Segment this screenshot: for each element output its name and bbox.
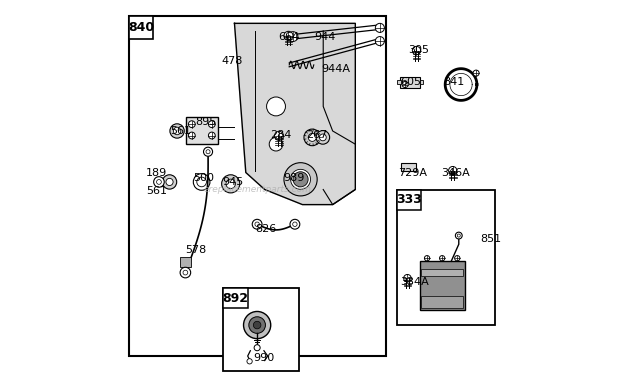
- Circle shape: [162, 175, 177, 189]
- Circle shape: [402, 81, 408, 88]
- Text: 826: 826: [255, 224, 277, 234]
- Circle shape: [188, 121, 195, 128]
- Text: 578: 578: [185, 245, 206, 255]
- Text: 500: 500: [193, 173, 214, 183]
- Bar: [422, 269, 463, 276]
- Circle shape: [290, 219, 300, 229]
- Circle shape: [457, 234, 460, 237]
- Bar: [400, 77, 420, 88]
- Circle shape: [206, 150, 210, 154]
- Text: 840: 840: [128, 21, 154, 34]
- Circle shape: [174, 127, 181, 135]
- Circle shape: [449, 166, 457, 175]
- Circle shape: [226, 179, 236, 188]
- Text: 892: 892: [223, 291, 249, 305]
- Bar: [420, 261, 465, 310]
- Circle shape: [203, 147, 213, 156]
- Circle shape: [208, 132, 215, 139]
- Text: 267: 267: [306, 130, 327, 140]
- Circle shape: [425, 255, 430, 261]
- Text: 305: 305: [408, 45, 429, 55]
- Circle shape: [375, 23, 384, 33]
- Circle shape: [404, 274, 411, 282]
- Text: 561: 561: [146, 186, 167, 196]
- Circle shape: [291, 169, 311, 189]
- Bar: [397, 80, 401, 84]
- Text: 990: 990: [254, 352, 275, 363]
- Circle shape: [455, 232, 462, 239]
- Circle shape: [208, 121, 215, 128]
- Circle shape: [267, 97, 285, 116]
- Circle shape: [284, 163, 317, 196]
- Circle shape: [304, 129, 321, 146]
- Circle shape: [157, 180, 161, 184]
- Circle shape: [412, 46, 420, 55]
- Circle shape: [249, 317, 265, 334]
- Text: 189: 189: [146, 168, 167, 177]
- Circle shape: [166, 179, 173, 186]
- Bar: [397, 190, 422, 210]
- Circle shape: [254, 321, 261, 329]
- Circle shape: [180, 267, 191, 278]
- Text: ereplacementparts.com: ereplacementparts.com: [203, 185, 311, 194]
- Text: 851: 851: [480, 233, 501, 244]
- Circle shape: [288, 32, 298, 41]
- Circle shape: [244, 312, 271, 339]
- Bar: [223, 288, 248, 309]
- Circle shape: [284, 31, 293, 40]
- Bar: [129, 16, 153, 39]
- Circle shape: [255, 222, 259, 226]
- Circle shape: [188, 132, 195, 139]
- Text: 729A: 729A: [399, 168, 427, 177]
- Text: 989: 989: [283, 173, 305, 183]
- Text: 944A: 944A: [321, 64, 350, 74]
- Text: 895: 895: [195, 116, 216, 127]
- Text: 561: 561: [170, 126, 192, 136]
- Bar: [129, 16, 386, 356]
- Bar: [180, 257, 191, 267]
- Circle shape: [252, 219, 262, 229]
- Circle shape: [197, 177, 206, 187]
- Text: 333: 333: [396, 193, 422, 207]
- Text: 945: 945: [223, 177, 244, 187]
- Circle shape: [375, 36, 384, 45]
- Text: 664: 664: [278, 31, 299, 42]
- Circle shape: [221, 175, 240, 193]
- Circle shape: [254, 345, 260, 351]
- Bar: [397, 190, 495, 326]
- Bar: [186, 117, 218, 144]
- Text: 944: 944: [314, 31, 335, 42]
- Text: 841: 841: [443, 77, 464, 87]
- Bar: [223, 288, 299, 371]
- Circle shape: [269, 138, 283, 151]
- Circle shape: [319, 134, 326, 141]
- Circle shape: [170, 124, 184, 138]
- Text: 346A: 346A: [441, 168, 470, 177]
- Circle shape: [308, 133, 316, 141]
- Circle shape: [440, 255, 445, 261]
- Circle shape: [154, 177, 164, 187]
- Text: 605: 605: [400, 77, 421, 87]
- Circle shape: [247, 359, 252, 364]
- Circle shape: [473, 70, 479, 76]
- Circle shape: [193, 174, 210, 190]
- Circle shape: [293, 222, 297, 226]
- Text: 284: 284: [270, 130, 292, 140]
- Bar: [420, 80, 423, 84]
- Circle shape: [293, 172, 308, 187]
- Bar: [401, 163, 416, 171]
- Circle shape: [275, 132, 283, 140]
- Text: 334A: 334A: [400, 277, 428, 287]
- Circle shape: [316, 131, 330, 144]
- Bar: [422, 296, 463, 309]
- Text: 478: 478: [221, 56, 242, 66]
- Circle shape: [183, 270, 188, 275]
- Polygon shape: [234, 23, 355, 205]
- Circle shape: [454, 255, 460, 261]
